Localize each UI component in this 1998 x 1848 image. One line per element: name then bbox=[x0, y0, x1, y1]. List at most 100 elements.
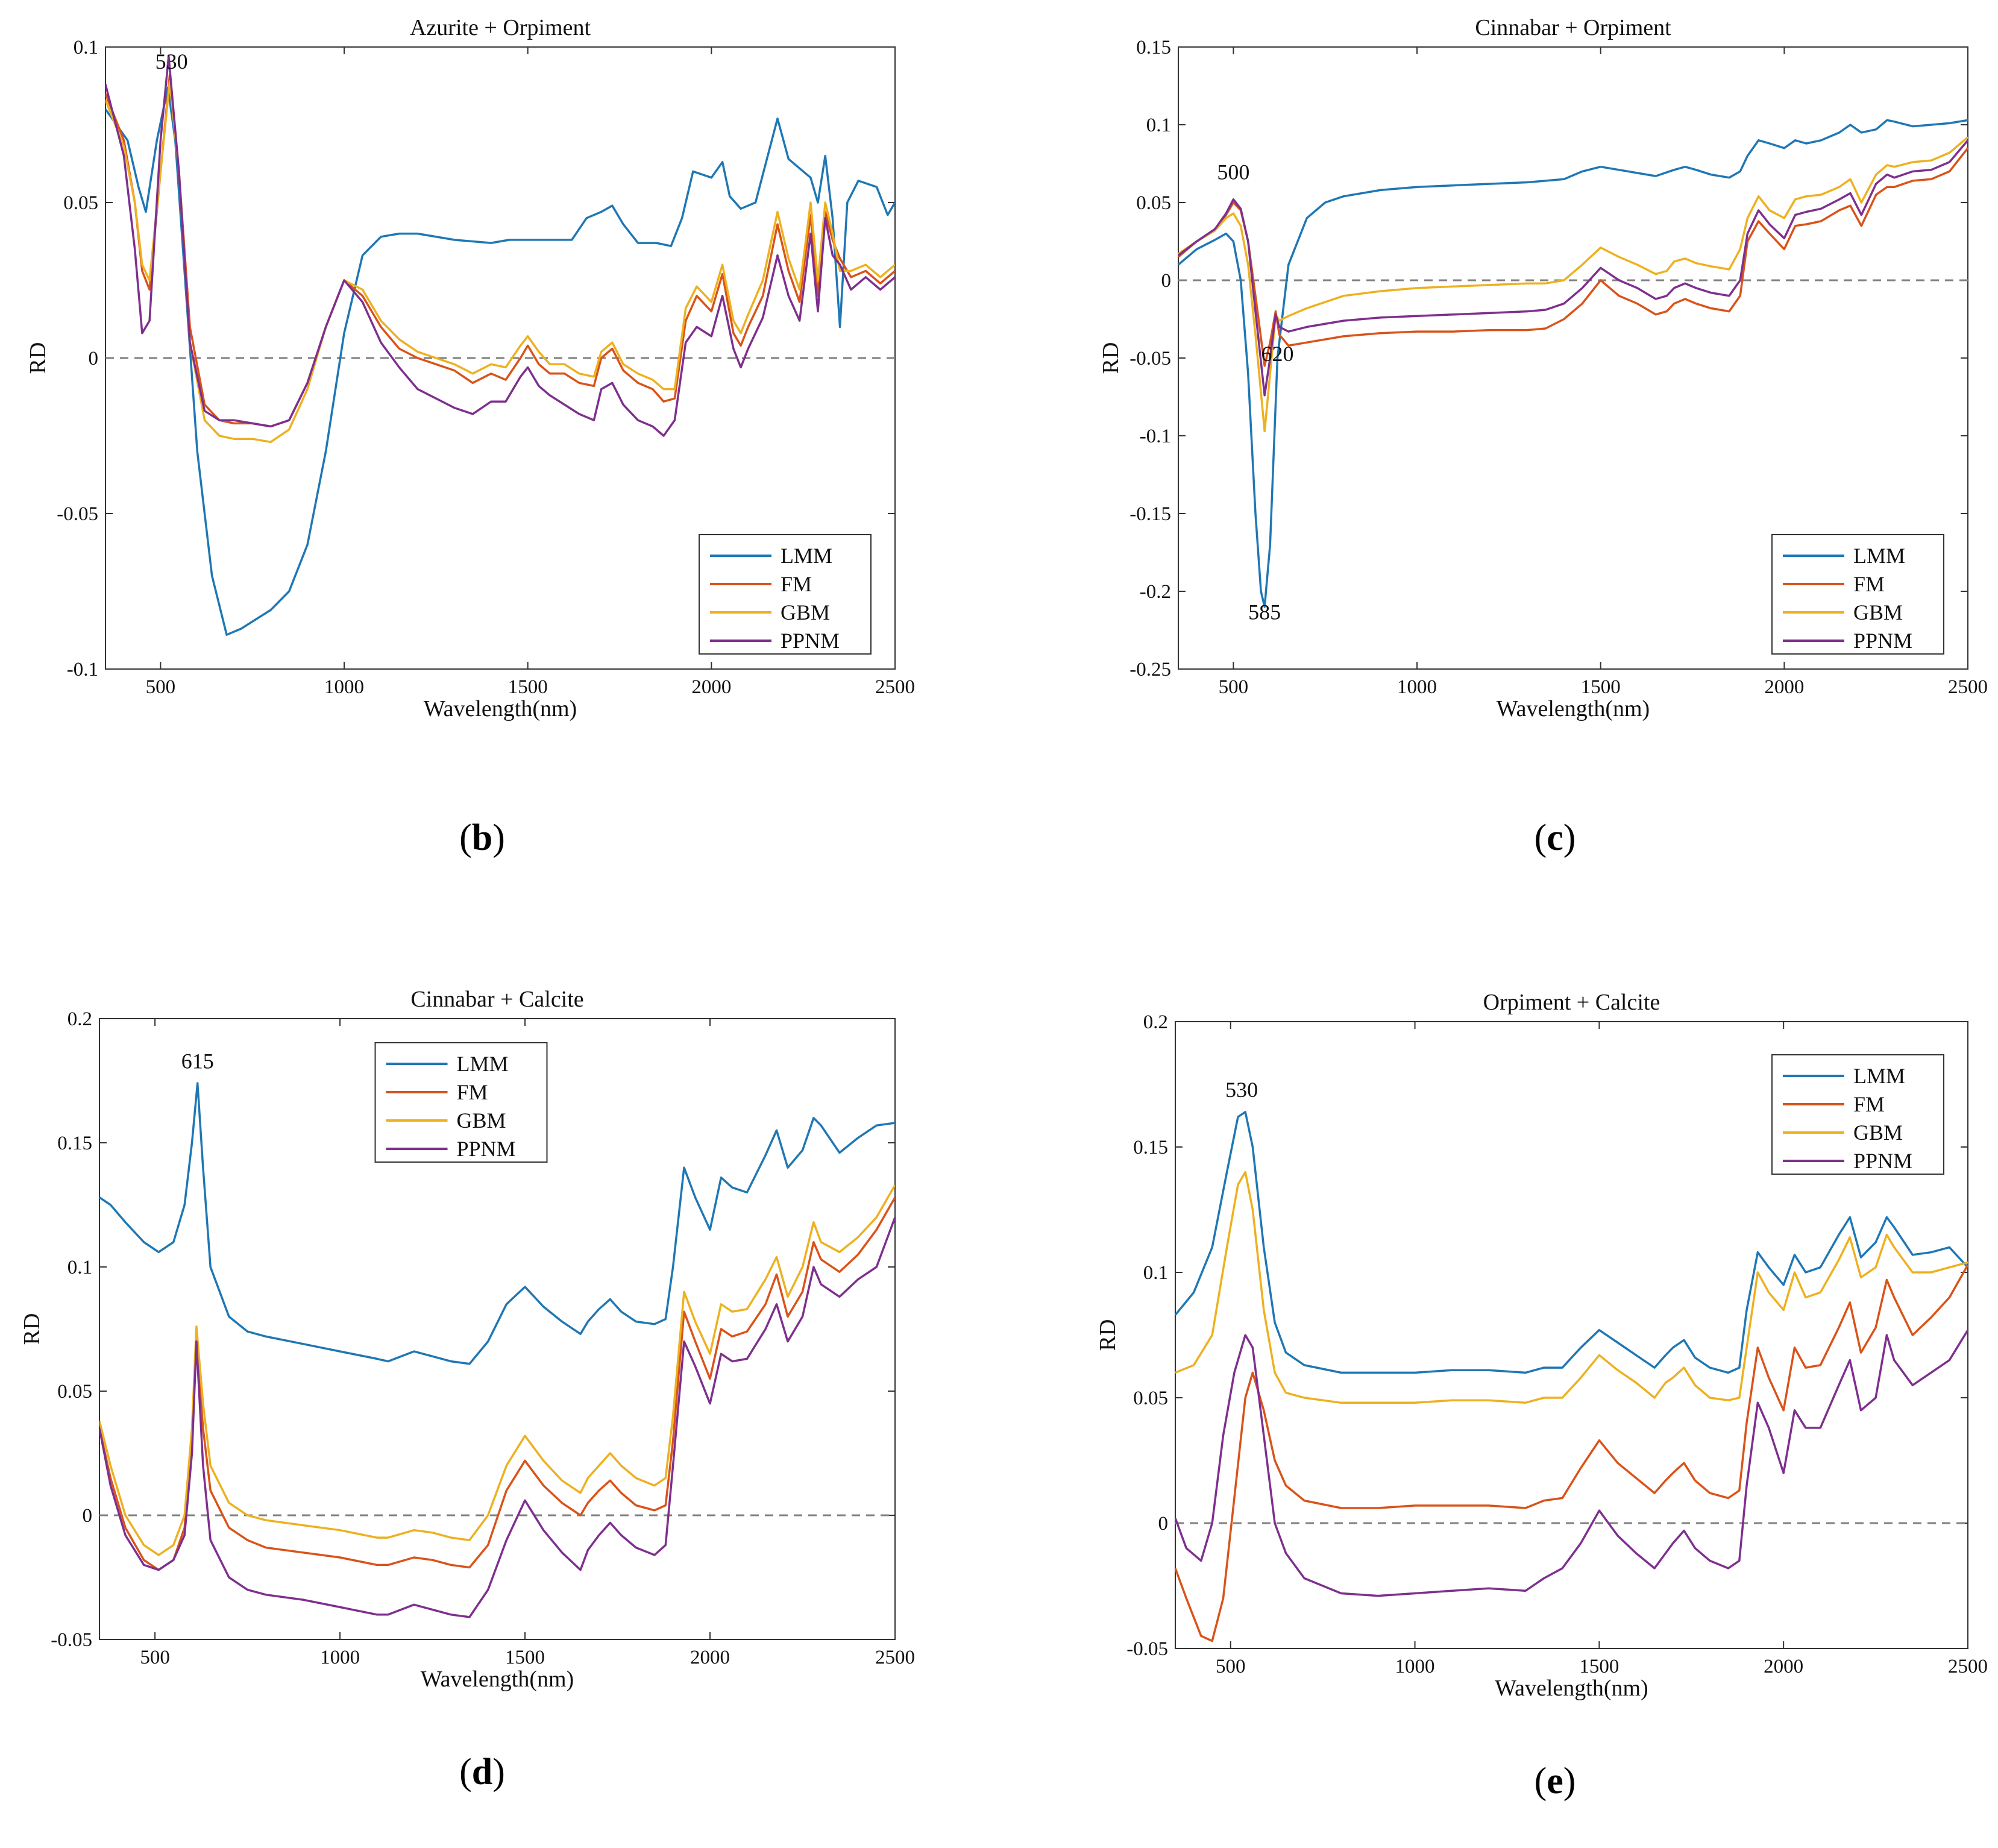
y-tick-label: 0.05 bbox=[1133, 1388, 1168, 1409]
series-line-lmm bbox=[1178, 119, 1968, 608]
chart-title: Cinnabar + Orpiment bbox=[1475, 15, 1671, 40]
y-tick-label: -0.15 bbox=[1129, 503, 1171, 525]
chart-panel-c: 500 1000 1500 2000 2500 -0.25 -0.2 -0.15 -0.1 -0.… bbox=[1098, 15, 1988, 858]
y-tick-label: -0.05 bbox=[1126, 1638, 1168, 1660]
series-group bbox=[105, 55, 895, 636]
y-tick-label: 0.1 bbox=[74, 37, 98, 58]
x-tick-label: 500 bbox=[140, 1647, 170, 1668]
x-tick-label: 1500 bbox=[1581, 676, 1621, 698]
y-tick-label: 0.05 bbox=[63, 192, 98, 214]
legend-label: FM bbox=[1853, 572, 1885, 596]
series-group bbox=[99, 1082, 895, 1618]
series-line-fm bbox=[1175, 1264, 1968, 1642]
x-axis-label: Wavelength(nm) bbox=[1497, 696, 1650, 721]
chart-panel-b: 500 1000 1500 2000 2500 -0.1 -0.05 0 0.05 0.1 Azur… bbox=[25, 15, 915, 858]
legend: LMM FM GBM PPNM bbox=[1771, 534, 1944, 655]
y-axis-label: RD bbox=[1095, 1319, 1120, 1351]
y-tick-label: 0.05 bbox=[57, 1381, 92, 1403]
y-axis-label: RD bbox=[25, 342, 51, 374]
x-tick-label: 2500 bbox=[875, 676, 915, 698]
legend-label: PPNM bbox=[781, 629, 840, 653]
y-tick-label: 0.2 bbox=[1143, 1011, 1168, 1033]
subfigure-caption: (e) bbox=[1535, 1761, 1576, 1802]
x-tick-label: 500 bbox=[146, 676, 176, 698]
series-line-lmm bbox=[1175, 1111, 1968, 1374]
peak-annotation: 615 bbox=[181, 1049, 214, 1073]
x-tick-label: 1500 bbox=[1579, 1656, 1619, 1677]
peak-annotation: 500 bbox=[1217, 160, 1249, 184]
peak-annotation: 530 bbox=[156, 49, 188, 74]
series-line-ppnm bbox=[99, 1216, 895, 1618]
series-group bbox=[1175, 1111, 1968, 1642]
legend-label: GBM bbox=[1853, 1120, 1903, 1145]
legend-label: FM bbox=[1853, 1092, 1885, 1116]
y-tick-label: 0.2 bbox=[68, 1008, 92, 1030]
subfigure-letter: c bbox=[1547, 817, 1563, 858]
x-axis-label: Wavelength(nm) bbox=[421, 1667, 574, 1692]
x-tick-label: 2000 bbox=[1764, 676, 1804, 698]
peak-annotation: 530 bbox=[1225, 1078, 1258, 1102]
peak-annotation: 620 bbox=[1261, 342, 1294, 366]
x-tick-label: 1500 bbox=[508, 676, 548, 698]
x-tick-label: 1000 bbox=[1395, 1656, 1435, 1677]
series-line-lmm bbox=[99, 1082, 895, 1365]
x-tick-label: 2000 bbox=[691, 676, 731, 698]
legend-label: FM bbox=[781, 572, 812, 596]
chart-title: Orpiment + Calcite bbox=[1483, 990, 1660, 1015]
legend-label: GBM bbox=[781, 600, 830, 624]
x-tick-label: 2500 bbox=[1948, 676, 1988, 698]
y-tick-label: -0.1 bbox=[67, 659, 98, 680]
y-tick-label: 0.05 bbox=[1136, 192, 1171, 214]
series-line-ppnm bbox=[1175, 1329, 1968, 1597]
series-line-gbm bbox=[105, 80, 895, 444]
x-axis-label: Wavelength(nm) bbox=[424, 696, 577, 721]
x-tick-label: 1000 bbox=[324, 676, 364, 698]
legend-label: GBM bbox=[457, 1108, 506, 1133]
x-tick-label: 500 bbox=[1219, 676, 1249, 698]
legend-label: LMM bbox=[781, 544, 832, 568]
subfigure-caption: (d) bbox=[459, 1752, 505, 1793]
x-tick-label: 2000 bbox=[1764, 1656, 1803, 1677]
y-axis-label: RD bbox=[19, 1313, 45, 1345]
legend-label: LMM bbox=[1853, 544, 1905, 568]
y-tick-label: 0 bbox=[89, 348, 99, 369]
series-line-fm bbox=[1178, 147, 1968, 367]
peak-annotation: 585 bbox=[1248, 600, 1281, 624]
series-line-gbm bbox=[1178, 136, 1968, 433]
y-tick-label: -0.05 bbox=[1129, 348, 1171, 369]
subfigure-caption: (b) bbox=[459, 817, 505, 858]
series-line-gbm bbox=[99, 1184, 895, 1556]
x-tick-label: 1000 bbox=[320, 1647, 360, 1668]
legend: LMM FM GBM PPNM bbox=[1771, 1054, 1944, 1175]
chart-title: Cinnabar + Calcite bbox=[410, 987, 583, 1012]
subfigure-letter: b bbox=[472, 817, 492, 858]
y-tick-label: 0.1 bbox=[68, 1257, 92, 1278]
legend-label: LMM bbox=[457, 1052, 509, 1076]
y-tick-label: 0 bbox=[83, 1505, 93, 1527]
x-axis-label: Wavelength(nm) bbox=[1495, 1676, 1648, 1701]
series-line-lmm bbox=[105, 86, 895, 636]
y-tick-label: 0.15 bbox=[1133, 1137, 1168, 1158]
x-tick-label: 2000 bbox=[690, 1647, 730, 1668]
legend-label: FM bbox=[457, 1080, 488, 1104]
subfigure-caption: (c) bbox=[1535, 817, 1576, 858]
legend-label: PPNM bbox=[457, 1137, 516, 1161]
y-tick-label: -0.05 bbox=[51, 1629, 92, 1651]
legend-label: GBM bbox=[1853, 600, 1903, 624]
x-tick-label: 500 bbox=[1216, 1656, 1246, 1677]
chart-title: Azurite + Orpiment bbox=[410, 15, 591, 40]
series-line-ppnm bbox=[105, 55, 895, 437]
chart-panel-e: 500 1000 1500 2000 2500 -0.05 0 0.05 0.1 0.15 0.2 O… bbox=[1095, 990, 1988, 1802]
y-tick-label: -0.05 bbox=[57, 503, 98, 525]
y-tick-label: 0.15 bbox=[57, 1133, 92, 1154]
subfigure-letter: e bbox=[1547, 1761, 1563, 1802]
subfigure-letter: d bbox=[472, 1752, 492, 1793]
legend-label: PPNM bbox=[1853, 1149, 1912, 1173]
legend-label: LMM bbox=[1853, 1064, 1905, 1088]
legend: LMM FM GBM PPNM bbox=[699, 534, 872, 655]
legend-label: PPNM bbox=[1853, 629, 1912, 653]
legend: LMM FM GBM PPNM bbox=[374, 1042, 548, 1163]
x-tick-label: 1000 bbox=[1397, 676, 1437, 698]
y-tick-label: 0 bbox=[1158, 1513, 1169, 1535]
